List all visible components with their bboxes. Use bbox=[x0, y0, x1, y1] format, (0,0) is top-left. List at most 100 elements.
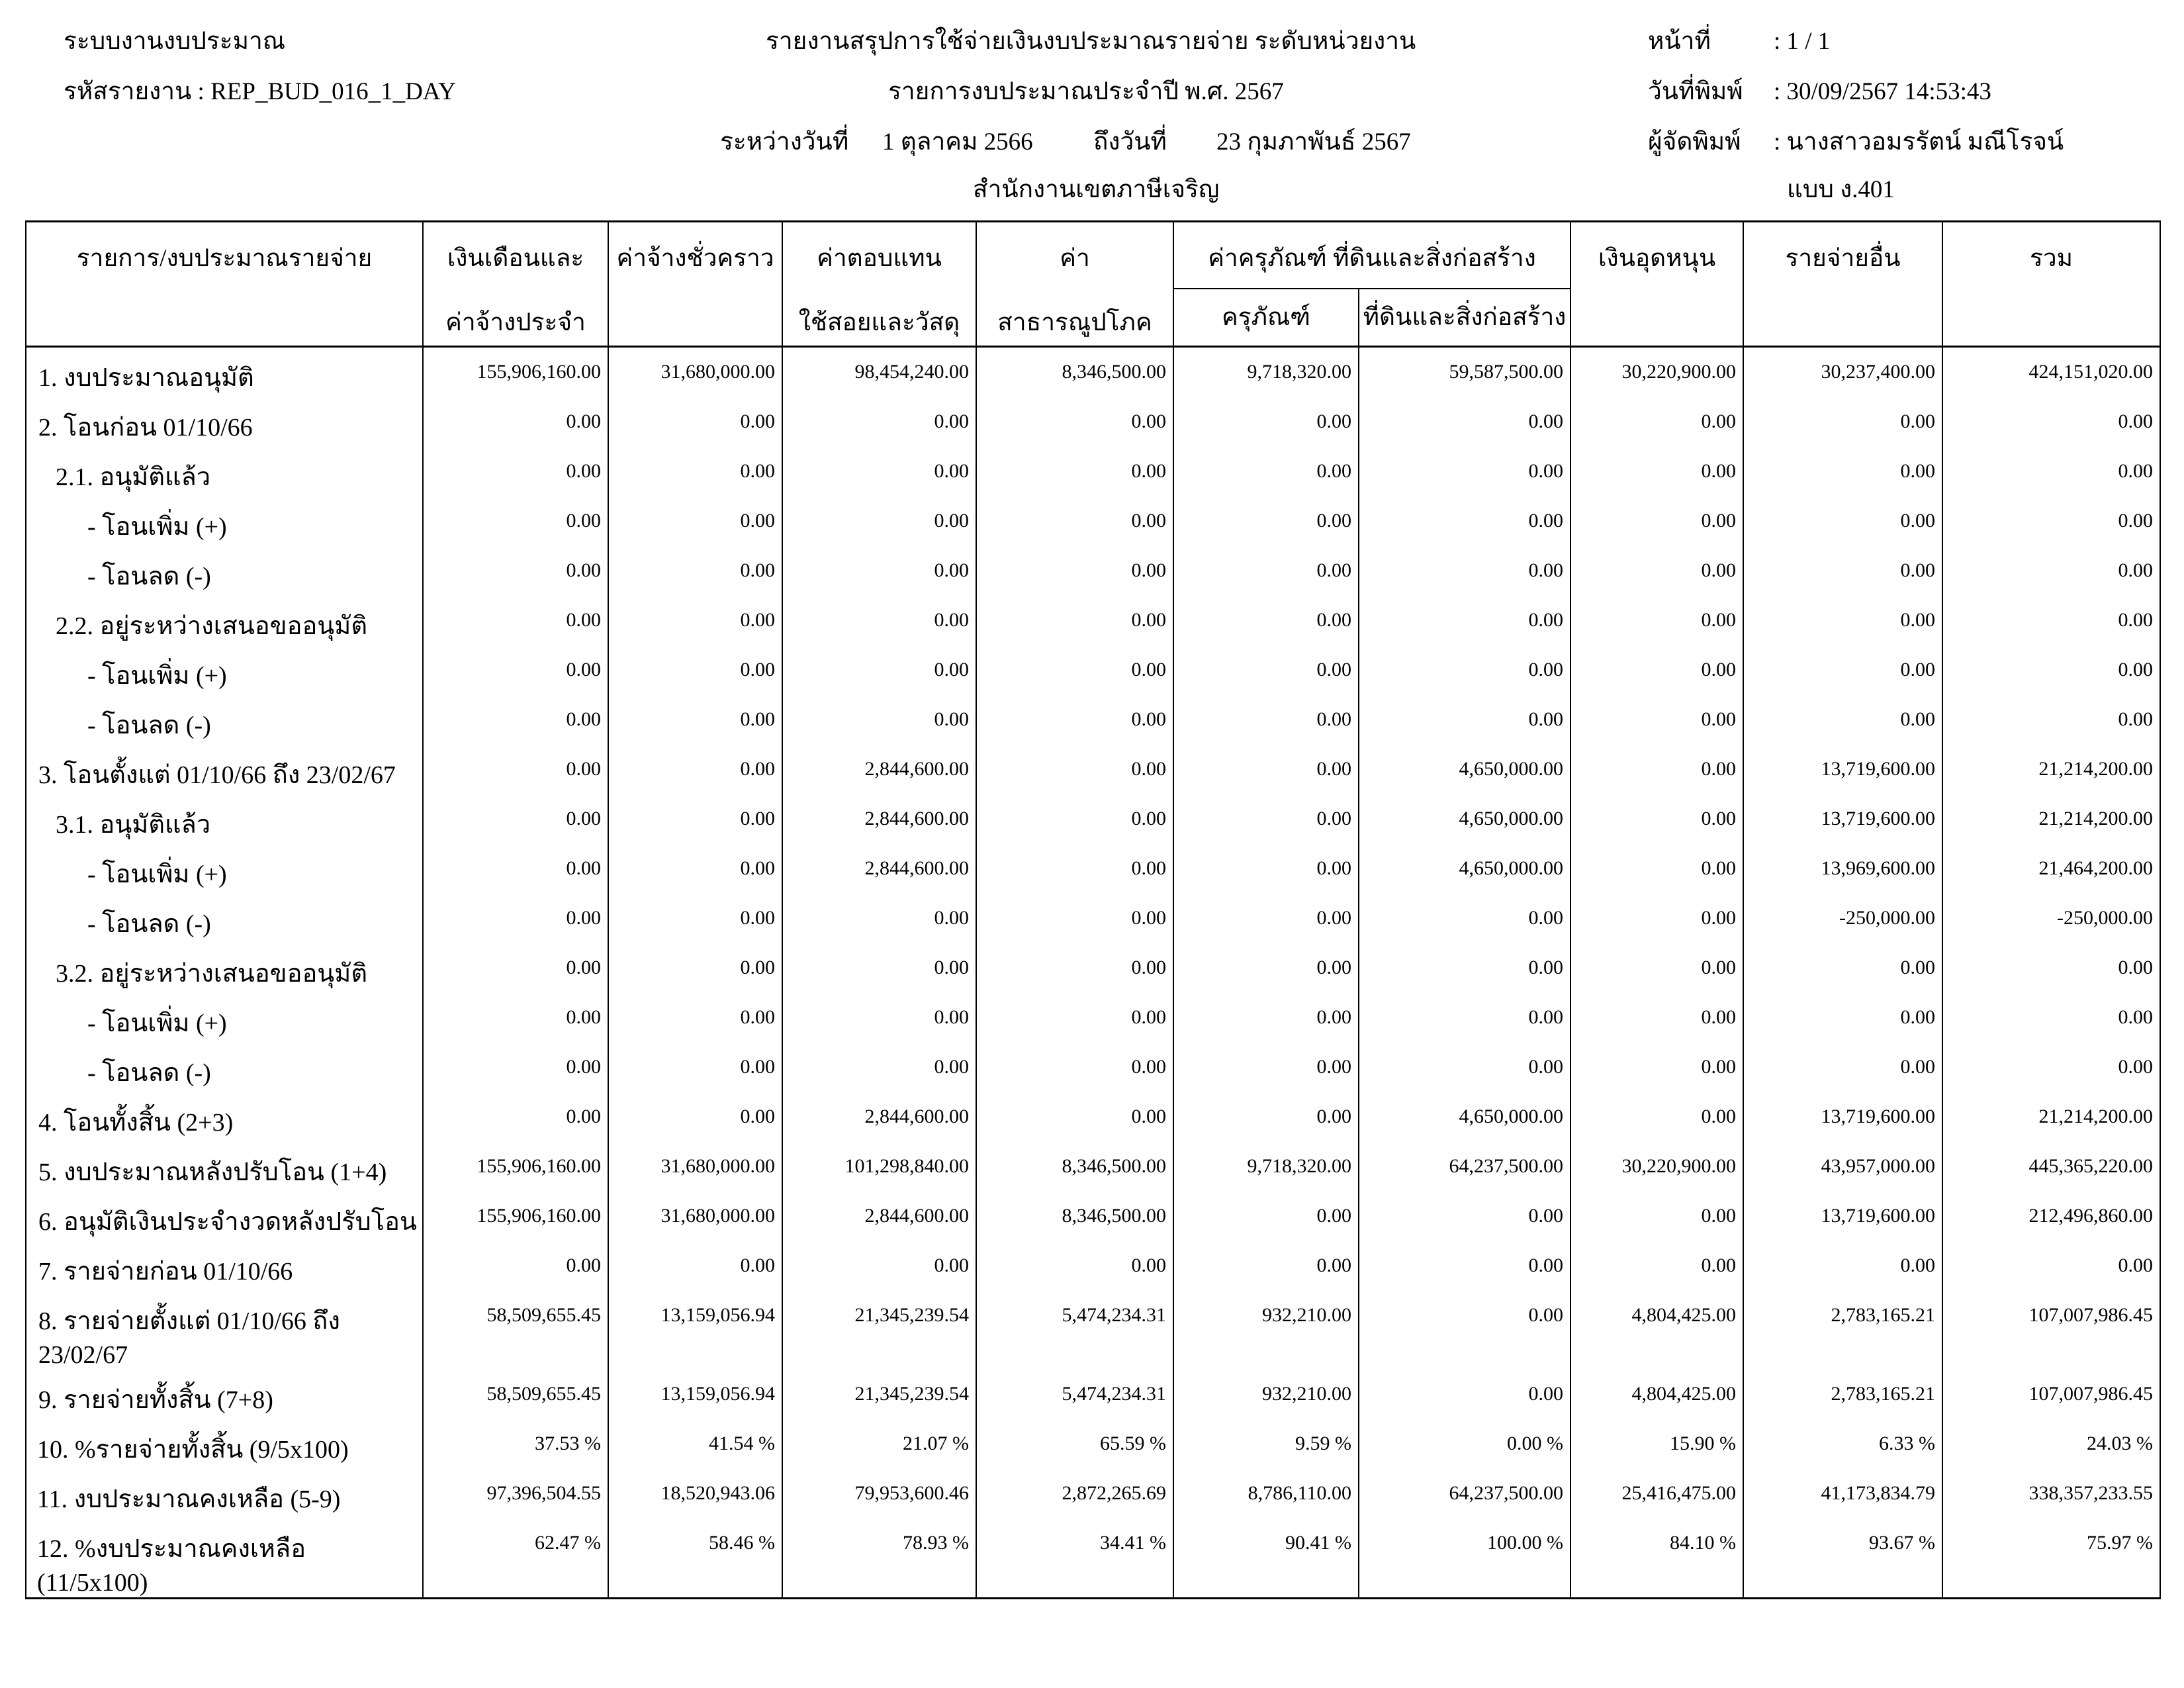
cell-compensation: 2,844,600.00 bbox=[782, 844, 977, 894]
cell-total: 107,007,986.45 bbox=[1942, 1291, 2161, 1370]
cell-temp-wage: 0.00 bbox=[608, 1092, 783, 1142]
cell-total: 0.00 bbox=[1942, 943, 2161, 993]
cell-subsidy: 30,220,900.00 bbox=[1570, 346, 1745, 397]
cell-utilities: 0.00 bbox=[976, 546, 1174, 596]
row-label: 9. รายจ่ายทั้งสิ้น (7+8) bbox=[25, 1370, 424, 1419]
cell-utilities: 0.00 bbox=[976, 894, 1174, 943]
cell-equipment: 0.00 bbox=[1173, 397, 1359, 447]
cell-utilities: 5,474,234.31 bbox=[976, 1291, 1174, 1370]
cell-equipment: 9,718,320.00 bbox=[1173, 346, 1359, 397]
table-row: 12. %งบประมาณคงเหลือ (11/5x100) 62.47 % 58… bbox=[25, 1519, 2161, 1599]
print-date-label: วันที่พิมพ์ bbox=[1648, 78, 1743, 105]
cell-compensation: 101,298,840.00 bbox=[782, 1142, 977, 1192]
row-label: 2.1. อนุมัติแล้ว bbox=[25, 447, 424, 496]
cell-other: 30,237,400.00 bbox=[1743, 346, 1944, 397]
cell-compensation: 2,844,600.00 bbox=[782, 1092, 977, 1142]
printer-label: ผู้จัดพิมพ์ bbox=[1648, 128, 1741, 156]
row-label: - โอนเพิ่ม (+) bbox=[25, 844, 424, 894]
cell-compensation: 0.00 bbox=[782, 447, 977, 496]
cell-salary: 0.00 bbox=[422, 546, 609, 596]
cell-salary: 0.00 bbox=[422, 745, 609, 794]
row-label: 2.2. อยู่ระหว่างเสนอขออนุมัติ bbox=[25, 596, 424, 645]
cell-land-buildings: 0.00 bbox=[1357, 993, 1572, 1043]
cell-total: 424,151,020.00 bbox=[1942, 346, 2161, 397]
cell-total: 0.00 bbox=[1942, 645, 2161, 695]
cell-temp-wage: 0.00 bbox=[608, 745, 783, 794]
cell-equipment: 0.00 bbox=[1173, 1241, 1359, 1291]
cell-total: 0.00 bbox=[1942, 1241, 2161, 1291]
cell-salary: 0.00 bbox=[422, 496, 609, 546]
cell-land-buildings: 0.00 bbox=[1357, 1043, 1572, 1092]
cell-subsidy: 0.00 bbox=[1570, 1092, 1745, 1142]
cell-other: 0.00 bbox=[1743, 596, 1944, 645]
cell-utilities: 5,474,234.31 bbox=[976, 1370, 1174, 1419]
cell-other: 0.00 bbox=[1743, 546, 1944, 596]
cell-utilities: 0.00 bbox=[976, 695, 1174, 745]
cell-land-buildings: 0.00 bbox=[1357, 645, 1572, 695]
cell-utilities: 0.00 bbox=[976, 596, 1174, 645]
cell-land-buildings: 0.00 bbox=[1357, 943, 1572, 993]
cell-utilities: 0.00 bbox=[976, 844, 1174, 894]
cell-salary: 58,509,655.45 bbox=[422, 1291, 609, 1370]
cell-equipment: 0.00 bbox=[1173, 993, 1359, 1043]
cell-land-buildings: 100.00 % bbox=[1357, 1519, 1572, 1599]
cell-other: 43,957,000.00 bbox=[1743, 1142, 1944, 1192]
from-date: 1 ตุลาคม 2566 bbox=[882, 128, 1033, 156]
table-row: 3.1. อนุมัติแล้ว 0.00 0.00 2,844,600.00 0.00… bbox=[25, 794, 2161, 844]
table-row: 10. %รายจ่ายทั้งสิ้น (9/5x100) 37.53 % 41.… bbox=[25, 1419, 2161, 1469]
cell-compensation: 21,345,239.54 bbox=[782, 1370, 977, 1419]
cell-salary: 0.00 bbox=[422, 645, 609, 695]
cell-temp-wage: 13,159,056.94 bbox=[608, 1370, 783, 1419]
row-label: - โอนลด (-) bbox=[25, 894, 424, 943]
cell-subsidy: 0.00 bbox=[1570, 645, 1745, 695]
cell-temp-wage: 0.00 bbox=[608, 645, 783, 695]
cell-other: 0.00 bbox=[1743, 496, 1944, 546]
row-label: 4. โอนทั้งสิ้น (2+3) bbox=[25, 1092, 424, 1142]
cell-subsidy: 0.00 bbox=[1570, 943, 1745, 993]
cell-land-buildings: 4,650,000.00 bbox=[1357, 844, 1572, 894]
cell-subsidy: 0.00 bbox=[1570, 794, 1745, 844]
col-compensation-line2: ใช้สอยและวัสดุ bbox=[798, 309, 960, 336]
table-row: 9. รายจ่ายทั้งสิ้น (7+8) 58,509,655.45 13,… bbox=[25, 1370, 2161, 1419]
table-row: 2.1. อนุมัติแล้ว 0.00 0.00 0.00 0.00 0.00 0.00… bbox=[25, 447, 2161, 496]
cell-compensation: 0.00 bbox=[782, 993, 977, 1043]
cell-compensation: 0.00 bbox=[782, 645, 977, 695]
col-salary-line1: เงินเดือนและ bbox=[447, 245, 584, 272]
cell-subsidy: 15.90 % bbox=[1570, 1419, 1745, 1469]
cell-salary: 0.00 bbox=[422, 844, 609, 894]
cell-land-buildings: 0.00 bbox=[1357, 1241, 1572, 1291]
table-row: - โอนลด (-) 0.00 0.00 0.00 0.00 0.00 0.00 0.00 0… bbox=[25, 1043, 2161, 1092]
cell-equipment: 0.00 bbox=[1173, 794, 1359, 844]
cell-compensation: 21.07 % bbox=[782, 1419, 977, 1469]
to-label: ถึงวันที่ bbox=[1093, 128, 1167, 156]
cell-land-buildings: 0.00 bbox=[1357, 496, 1572, 546]
cell-temp-wage: 0.00 bbox=[608, 695, 783, 745]
cell-temp-wage: 0.00 bbox=[608, 1241, 783, 1291]
cell-other: 13,969,600.00 bbox=[1743, 844, 1944, 894]
col-item: รายการ/งบประมาณรายจ่าย bbox=[25, 220, 424, 348]
cell-equipment: 0.00 bbox=[1173, 745, 1359, 794]
cell-subsidy: 0.00 bbox=[1570, 447, 1745, 496]
cell-salary: 62.47 % bbox=[422, 1519, 609, 1599]
cell-temp-wage: 58.46 % bbox=[608, 1519, 783, 1599]
cell-equipment: 0.00 bbox=[1173, 645, 1359, 695]
cell-utilities: 0.00 bbox=[976, 447, 1174, 496]
table-row: - โอนเพิ่ม (+) 0.00 0.00 0.00 0.00 0.00 0.00 0.… bbox=[25, 496, 2161, 546]
cell-utilities: 0.00 bbox=[976, 1092, 1174, 1142]
cell-equipment: 0.00 bbox=[1173, 546, 1359, 596]
cell-temp-wage: 0.00 bbox=[608, 943, 783, 993]
table-row: 2. โอนก่อน 01/10/66 0.00 0.00 0.00 0.00 0.00 0… bbox=[25, 397, 2161, 447]
cell-subsidy: 30,220,900.00 bbox=[1570, 1142, 1745, 1192]
cell-subsidy: 0.00 bbox=[1570, 1192, 1745, 1241]
cell-total: 107,007,986.45 bbox=[1942, 1370, 2161, 1419]
cell-compensation: 0.00 bbox=[782, 546, 977, 596]
cell-other: 0.00 bbox=[1743, 1043, 1944, 1092]
cell-utilities: 0.00 bbox=[976, 993, 1174, 1043]
cell-land-buildings: 0.00 bbox=[1357, 1291, 1572, 1370]
table-row: 3.2. อยู่ระหว่างเสนอขออนุมัติ 0.00 0.00 0.0… bbox=[25, 943, 2161, 993]
table-row: 3. โอนตั้งแต่ 01/10/66 ถึง 23/02/67 0.00 0… bbox=[25, 745, 2161, 794]
cell-salary: 155,906,160.00 bbox=[422, 346, 609, 397]
cell-subsidy: 0.00 bbox=[1570, 496, 1745, 546]
cell-utilities: 65.59 % bbox=[976, 1419, 1174, 1469]
cell-equipment: 0.00 bbox=[1173, 695, 1359, 745]
